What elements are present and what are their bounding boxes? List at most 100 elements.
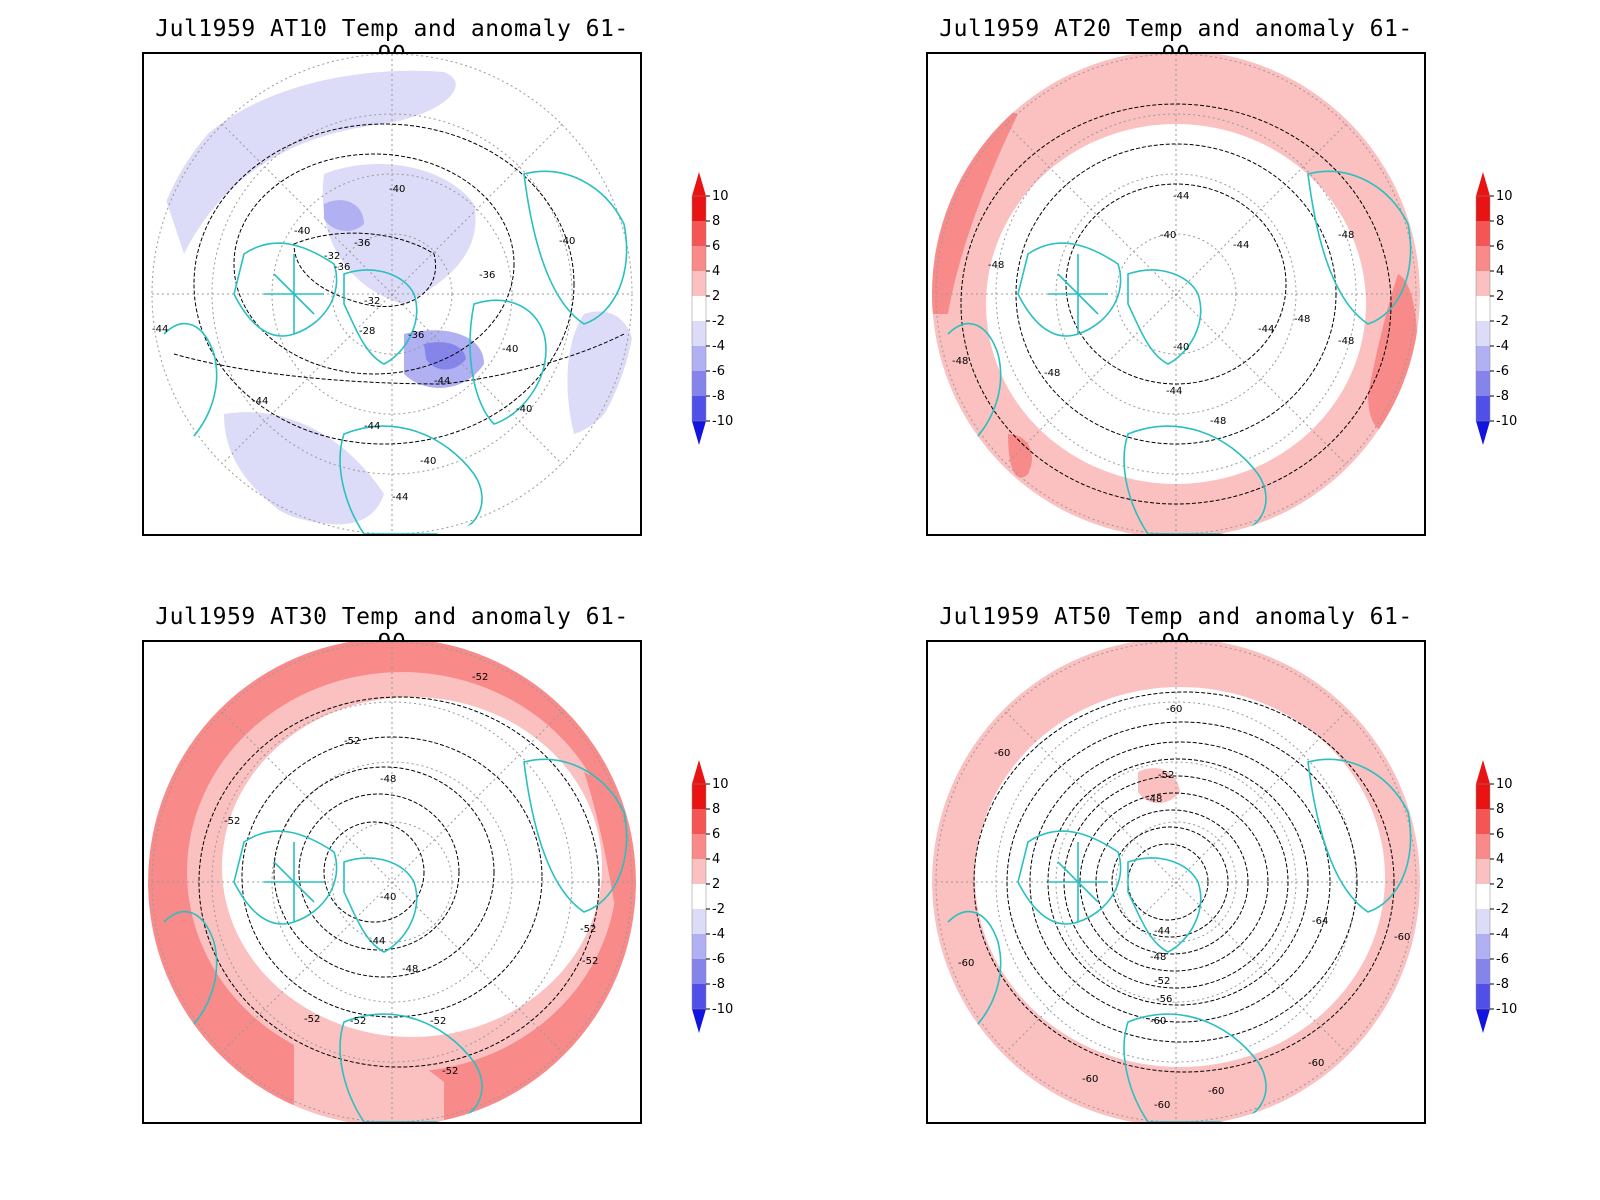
colorbar-tick-label: 6 — [1496, 827, 1505, 842]
colorbar-segment — [1476, 859, 1490, 884]
contour-label: -36 — [479, 270, 495, 281]
colorbar-segment — [692, 246, 706, 271]
contour-label: -44 — [392, 492, 408, 503]
contour-label: -44 — [1233, 240, 1249, 251]
colorbar-segment — [1476, 196, 1490, 221]
colorbar-tick-label: -6 — [1496, 952, 1509, 967]
map-panel-at50: Jul1959 AT50 Temp and anomaly 61-90 — [926, 588, 1600, 1148]
anomaly-region — [1008, 434, 1032, 478]
contour-label: -48 — [988, 260, 1004, 271]
colorbar-segment — [1476, 784, 1490, 809]
colorbar-bottom-arrow — [692, 421, 706, 445]
colorbar-tick-label: -2 — [1496, 902, 1509, 917]
contour-label: -40 — [294, 226, 310, 237]
contour-label: -60 — [1150, 1016, 1166, 1027]
colorbar-tick-label: 8 — [1496, 802, 1505, 817]
contour-label: -28 — [359, 326, 375, 337]
polar-map-svg: -52 -52 -48 -52 -40 -44 -48 -52 -52 -52 … — [148, 642, 636, 1122]
colorbar-segment — [692, 371, 706, 396]
anomaly-region — [567, 311, 634, 434]
colorbar-svg — [691, 172, 710, 445]
contour-label: -40 — [420, 456, 436, 467]
colorbar-segment — [1476, 984, 1490, 1009]
contour-label: -60 — [994, 748, 1010, 759]
colorbar-tick-label: -4 — [712, 927, 725, 942]
contour-label: -56 — [1156, 994, 1172, 1005]
colorbar-segment — [1476, 296, 1490, 321]
contour-label: -44 — [434, 376, 450, 387]
colorbar-segment — [692, 346, 706, 371]
colorbar-tick-label: -10 — [712, 414, 734, 429]
contour-label: -40 — [502, 344, 518, 355]
contour-label: -52 — [442, 1066, 458, 1077]
colorbar-segment — [1476, 934, 1490, 959]
colorbar-tick-label: -6 — [712, 952, 725, 967]
polar-map: -44 -40 -44 -48 -48 -40 -44 -48 -48 -48 … — [926, 52, 1426, 536]
colorbar-top-arrow — [1476, 760, 1490, 784]
contour-label: -52 — [1158, 770, 1174, 781]
colorbar-svg — [1475, 760, 1494, 1033]
colorbar-tick-label: 8 — [1496, 214, 1505, 229]
colorbar-top-arrow — [1476, 172, 1490, 196]
contour-label: -44 — [1258, 324, 1274, 335]
colorbar-tick-label: -2 — [712, 902, 725, 917]
contour-label: -44 — [364, 421, 380, 432]
contour-label: -48 — [1044, 368, 1060, 379]
contour-label: -44 — [1173, 191, 1189, 202]
colorbar-tick-label: -4 — [1496, 927, 1509, 942]
contour-label: -48 — [402, 964, 418, 975]
contour-label: -52 — [430, 1016, 446, 1027]
colorbar-tick-label: -8 — [1496, 389, 1509, 404]
colorbar-tick-label: 10 — [712, 777, 729, 792]
contour-label: -48 — [1338, 336, 1354, 347]
contour-label: -36 — [408, 330, 424, 341]
panel-title: Jul1959 AT20 Temp and anomaly 61-90 — [939, 16, 1413, 68]
colorbar-tick-label: -4 — [1496, 339, 1509, 354]
colorbar-tick-label: -6 — [1496, 364, 1509, 379]
colorbar-tick-label: -10 — [1496, 1002, 1518, 1017]
contour-label: -48 — [1210, 416, 1226, 427]
colorbar-tick-label: -2 — [1496, 314, 1509, 329]
contour-label: -40 — [1173, 342, 1189, 353]
contour-label: -48 — [1294, 314, 1310, 325]
colorbar-svg — [1475, 172, 1494, 445]
contour-label: -60 — [1154, 1100, 1170, 1111]
colorbar-tick-label: -8 — [712, 389, 725, 404]
colorbar-svg — [691, 760, 710, 1033]
polar-map-svg: -44 -40 -44 -48 -48 -40 -44 -48 -48 -48 … — [932, 54, 1420, 534]
colorbar-tick-label: 4 — [712, 264, 721, 279]
colorbar-tick-label: 4 — [1496, 852, 1505, 867]
polar-map: -52 -52 -48 -52 -40 -44 -48 -52 -52 -52 … — [142, 640, 642, 1124]
colorbar-segment — [692, 909, 706, 934]
colorbar-tick-label: 8 — [712, 214, 721, 229]
polar-map: -40 -40 -36 -32 -36 -36 -40 -32 -28 -36 … — [142, 52, 642, 536]
contour-label: -48 — [1150, 952, 1166, 963]
anomaly-region — [224, 412, 384, 525]
contour-label: -36 — [334, 262, 350, 273]
colorbar-tick-label: 8 — [712, 802, 721, 817]
colorbar-tick-label: 4 — [1496, 264, 1505, 279]
contour-label: -44 — [369, 936, 385, 947]
contour-label: -60 — [1082, 1074, 1098, 1085]
colorbar-segment — [1476, 321, 1490, 346]
contour-label: -52 — [350, 1016, 366, 1027]
colorbar-tick-label: 2 — [712, 289, 721, 304]
colorbar-segment — [692, 396, 706, 421]
colorbar-tick-label: 10 — [712, 189, 729, 204]
colorbar-segment — [692, 809, 706, 834]
contour-label: -44 — [152, 324, 168, 335]
contour-label: -52 — [582, 956, 598, 967]
colorbar-tick-label: -8 — [712, 977, 725, 992]
colorbar-segment — [692, 784, 706, 809]
colorbar-tick-label: 6 — [712, 239, 721, 254]
colorbar-segment — [692, 884, 706, 909]
colorbar-tick-label: 2 — [712, 877, 721, 892]
contour-label: -40 — [559, 236, 575, 247]
colorbar: 10 8 6 4 2 -2 -4 -6 -8 -10 — [1474, 760, 1564, 1040]
colorbar-segment — [1476, 221, 1490, 246]
colorbar-segment — [692, 196, 706, 221]
polar-map-svg: -60 -60 -52 -48 -44 -48 -52 -56 -60 -64 … — [932, 642, 1420, 1122]
polar-map: -60 -60 -52 -48 -44 -48 -52 -56 -60 -64 … — [926, 640, 1426, 1124]
contour-label: -48 — [380, 774, 396, 785]
colorbar-tick-label: -6 — [712, 364, 725, 379]
